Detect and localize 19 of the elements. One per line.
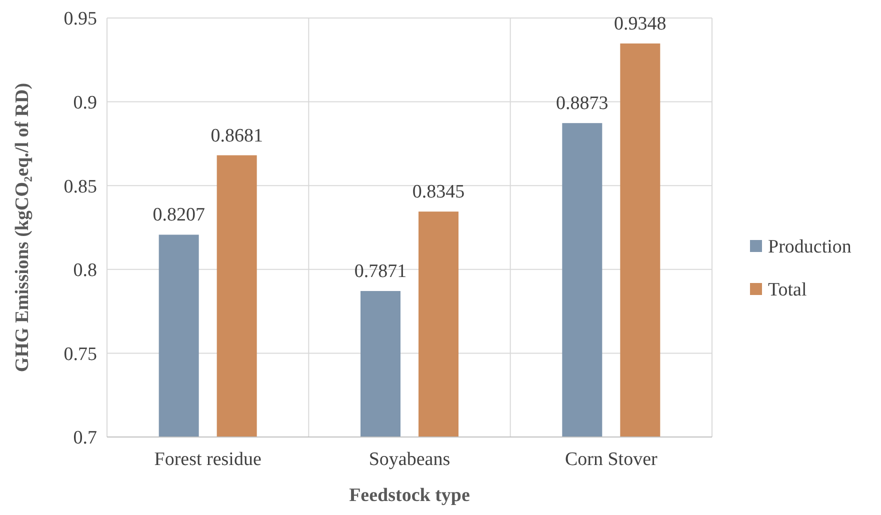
y-tick-label: 0.95 <box>64 8 97 30</box>
legend-label: Total <box>768 280 807 301</box>
x-tick-label: Corn Stover <box>564 449 658 470</box>
x-axis-title: Feedstock type <box>349 485 470 506</box>
y-axis-title: GHG Emissions (kgCO₂eq./l of RD) <box>12 82 33 372</box>
y-tick-label: 0.8 <box>73 260 97 282</box>
data-label: 0.7871 <box>354 261 407 282</box>
data-label: 0.9348 <box>614 13 666 34</box>
data-label: 0.8873 <box>556 93 608 114</box>
y-tick-label: 0.9 <box>73 92 97 114</box>
x-tick-label: Soyabeans <box>368 449 450 470</box>
legend-label: Production <box>768 236 852 258</box>
data-label: 0.8207 <box>152 204 205 226</box>
y-tick-label: 0.7 <box>73 428 97 449</box>
data-label: 0.8345 <box>412 182 465 203</box>
y-tick-label: 0.85 <box>64 176 97 198</box>
x-tick-label: Forest residue <box>154 449 262 470</box>
data-label: 0.8681 <box>210 125 263 146</box>
y-tick-label: 0.75 <box>64 344 97 365</box>
